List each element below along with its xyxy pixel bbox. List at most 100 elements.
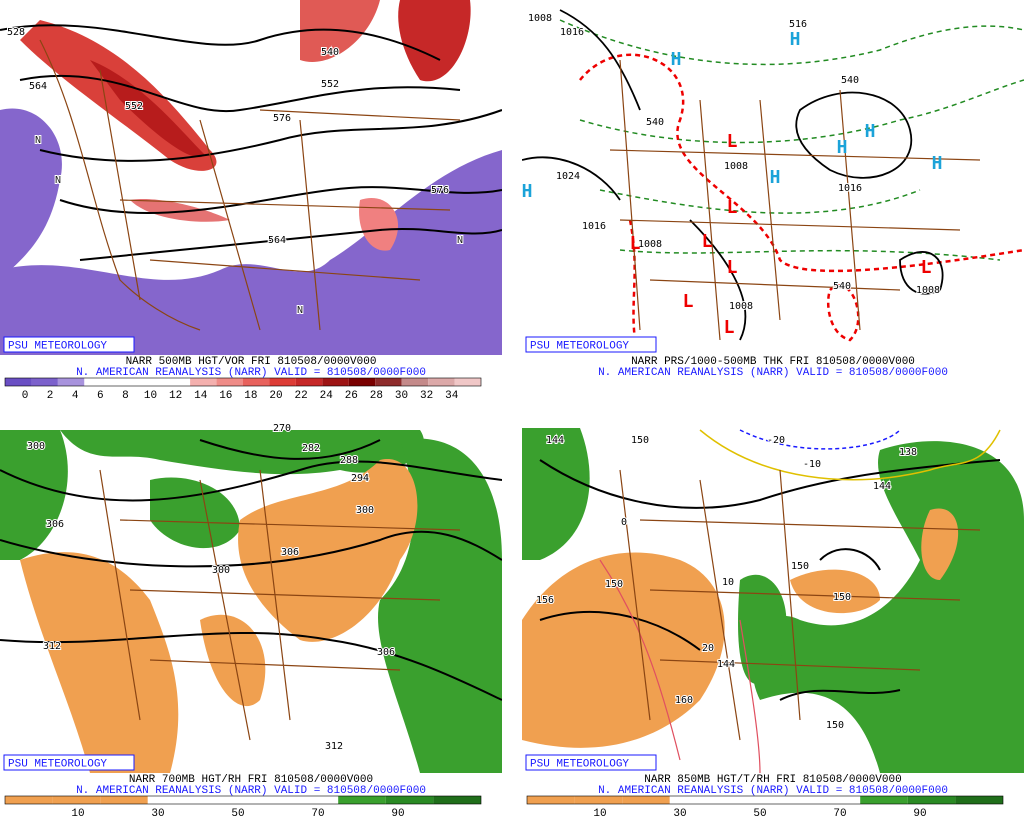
- panel-subtitle: N. AMERICAN REANALYSIS (NARR) VALID = 81…: [76, 367, 426, 379]
- map-label: 552: [321, 79, 339, 90]
- map-label: 300: [356, 505, 374, 516]
- colorbar-swatch: [5, 796, 53, 804]
- map-label: L: [724, 317, 735, 338]
- map-label: L: [683, 291, 694, 312]
- colorbar-label: 90: [391, 808, 404, 819]
- map-700mb: [0, 428, 502, 773]
- colorbar-swatch: [433, 796, 481, 804]
- map-label: 150: [833, 592, 851, 603]
- map-label: 156: [536, 595, 554, 606]
- colorbar-swatch: [765, 796, 813, 804]
- colorbar-swatch: [216, 378, 243, 386]
- map-label: 294: [351, 473, 369, 484]
- map-label: 300: [27, 441, 45, 452]
- colorbar-swatch: [669, 796, 718, 804]
- panel-title: NARR 500MB HGT/VOR FRI 810508/0000V000: [126, 356, 377, 368]
- colorbar-label: 50: [231, 808, 244, 819]
- map-label: 576: [273, 113, 291, 124]
- colorbar-frame: [4, 377, 482, 387]
- map-label: 282: [302, 443, 320, 454]
- colorbar-swatch: [100, 796, 148, 804]
- colorbar-label: 30: [151, 808, 164, 819]
- colorbar-swatch: [375, 378, 402, 386]
- map-label: 564: [29, 81, 47, 92]
- colorbar-label: 24: [320, 390, 334, 402]
- map-label: 1016: [582, 221, 606, 232]
- colorbar-label: 34: [445, 390, 459, 402]
- map-label: H: [671, 49, 682, 70]
- colorbar-swatch: [57, 378, 85, 386]
- map-label: H: [790, 29, 801, 50]
- colorbar-label: 70: [311, 808, 324, 819]
- map-label: L: [727, 257, 738, 278]
- map-label: 1016: [560, 27, 584, 38]
- map-label: 1008: [724, 161, 748, 172]
- colorbar-label: 12: [169, 390, 182, 402]
- panel-subtitle: N. AMERICAN REANALYSIS (NARR) VALID = 81…: [76, 785, 426, 797]
- colorbar-swatch: [907, 796, 956, 804]
- map-label: N: [457, 235, 463, 246]
- map-label: 144: [546, 435, 564, 446]
- colorbar-swatch: [110, 378, 138, 386]
- colorbar-swatch: [717, 796, 765, 804]
- map-label: L: [702, 231, 713, 252]
- brand: PSU METEOROLOGY: [8, 759, 107, 771]
- map-label: 540: [833, 281, 851, 292]
- colorbar-swatch: [190, 378, 217, 386]
- map-label: 144: [717, 659, 735, 670]
- map-label: H: [770, 167, 781, 188]
- colorbar-swatch: [322, 378, 349, 386]
- colorbar-swatch: [195, 796, 243, 804]
- map-label: 528: [7, 27, 25, 38]
- map-label: 150: [791, 561, 809, 572]
- panel-title: NARR PRS/1000-500MB THK FRI 810508/0000V…: [631, 356, 915, 368]
- map-surface: [522, 0, 1024, 355]
- map-label: 138: [899, 447, 917, 458]
- colorbar-label: 4: [72, 390, 79, 402]
- colorbar-swatch: [955, 796, 1003, 804]
- colorbar-label: 2: [47, 390, 54, 402]
- colorbar-frame: [526, 795, 1004, 805]
- colorbar-swatch: [163, 378, 191, 386]
- colorbar-label: 30: [673, 808, 686, 819]
- colorbar-label: 22: [294, 390, 307, 402]
- map-label: H: [522, 181, 533, 202]
- colorbar-swatch: [295, 378, 323, 386]
- map-label: L: [921, 257, 932, 278]
- colorbar-swatch: [338, 796, 386, 804]
- colorbar-swatch: [385, 796, 434, 804]
- map-label: 10: [722, 577, 734, 588]
- colorbar-swatch: [52, 796, 101, 804]
- map-label: L: [630, 233, 641, 254]
- colorbar-label: 10: [144, 390, 157, 402]
- colorbar-swatch: [860, 796, 908, 804]
- colorbar-label: 70: [833, 808, 846, 819]
- colorbar-swatch: [243, 378, 270, 386]
- map-label: 1016: [838, 183, 862, 194]
- map-label: 564: [268, 235, 286, 246]
- map-label: N: [35, 135, 41, 146]
- map-label: 160: [675, 695, 693, 706]
- map-label: -20: [767, 435, 785, 446]
- colorbar-swatch: [428, 378, 455, 386]
- map-label: 552: [125, 101, 143, 112]
- map-label: 1008: [729, 301, 753, 312]
- brand-box: [3, 336, 135, 353]
- map-label: L: [727, 131, 738, 152]
- map-850mb: [522, 428, 1024, 773]
- colorbar-swatch: [348, 378, 376, 386]
- colorbar-label: 8: [122, 390, 129, 402]
- colorbar-swatch: [527, 796, 575, 804]
- map-label: N: [55, 175, 61, 186]
- colorbar-swatch: [401, 378, 429, 386]
- map-label: 540: [841, 75, 859, 86]
- map-label: -10: [803, 459, 821, 470]
- map-label: 1008: [638, 239, 662, 250]
- map-label: H: [837, 137, 848, 158]
- map-label: 540: [646, 117, 664, 128]
- brand: PSU METEOROLOGY: [530, 759, 629, 771]
- map-label: 150: [605, 579, 623, 590]
- colorbar-label: 10: [71, 808, 84, 819]
- map-500mb: [0, 0, 502, 355]
